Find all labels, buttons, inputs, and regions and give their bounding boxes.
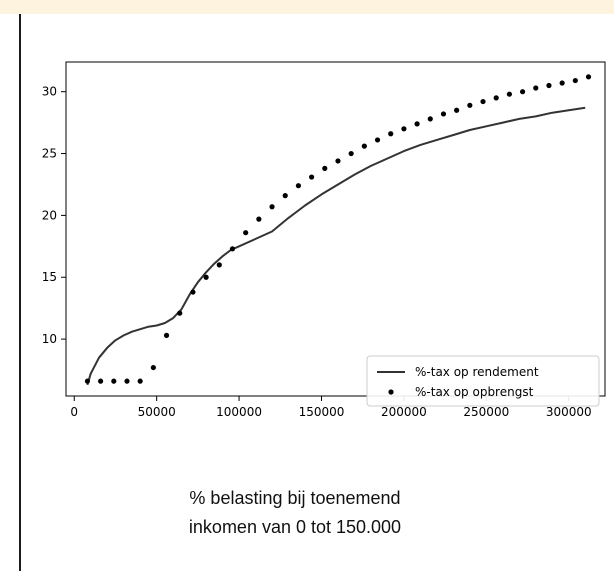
y-tick-label: 20 xyxy=(42,208,57,222)
y-tick-label: 25 xyxy=(42,147,57,161)
data-point-opbrengst xyxy=(361,143,367,149)
data-point-opbrengst xyxy=(256,216,262,222)
data-point-opbrengst xyxy=(229,246,236,252)
x-tick-label: 150000 xyxy=(299,405,345,419)
y-tick-label: 10 xyxy=(42,332,57,346)
caption-line-1: % belasting bij toenemend xyxy=(189,488,401,508)
x-tick-label: 0 xyxy=(70,405,78,419)
data-point-opbrengst xyxy=(533,85,539,91)
data-point-opbrengst xyxy=(295,183,302,189)
legend-marker-swatch xyxy=(388,389,394,395)
legend-label: %-tax op opbrengst xyxy=(415,385,534,399)
data-point-opbrengst xyxy=(388,131,394,137)
data-point-opbrengst xyxy=(269,204,275,210)
data-point-opbrengst xyxy=(308,174,315,180)
data-point-opbrengst xyxy=(546,82,552,89)
data-point-opbrengst xyxy=(467,102,473,108)
caption-line-2: inkomen van 0 tot 150.000 xyxy=(188,517,402,537)
data-point-opbrengst xyxy=(203,274,209,280)
data-point-opbrengst xyxy=(111,378,117,384)
data-point-opbrengst xyxy=(150,364,156,371)
data-point-opbrengst xyxy=(427,116,433,122)
data-point-opbrengst xyxy=(322,165,328,171)
top-band xyxy=(0,0,614,14)
data-point-opbrengst xyxy=(348,150,354,157)
data-point-opbrengst xyxy=(137,378,143,384)
data-point-opbrengst xyxy=(506,91,512,97)
data-point-opbrengst xyxy=(335,158,341,164)
data-point-opbrengst xyxy=(493,95,499,101)
data-point-opbrengst xyxy=(559,80,565,86)
data-point-opbrengst xyxy=(190,289,196,295)
y-tick-label: 30 xyxy=(42,85,57,99)
plot-frame xyxy=(65,61,606,397)
data-point-opbrengst xyxy=(243,230,249,236)
x-tick-label: 100000 xyxy=(216,405,262,419)
x-tick-label: 200000 xyxy=(381,405,427,419)
data-point-opbrengst xyxy=(480,98,486,105)
x-tick-label: 250000 xyxy=(463,405,509,419)
x-tick-label: 300000 xyxy=(546,405,592,419)
x-tick-label: 50000 xyxy=(138,405,176,419)
data-point-opbrengst xyxy=(585,74,592,80)
data-point-opbrengst xyxy=(440,111,447,117)
data-point-opbrengst xyxy=(98,378,104,384)
data-point-opbrengst xyxy=(374,137,381,143)
data-point-opbrengst xyxy=(414,121,420,127)
series-line-rendement xyxy=(86,106,586,386)
tax-percentage-chart: 0 50000 100000 150000 200000 250000 300000 10 15… xyxy=(42,61,606,419)
left-border-rule xyxy=(19,14,21,571)
data-point-opbrengst xyxy=(454,107,460,113)
data-point-opbrengst xyxy=(282,193,288,199)
data-point-opbrengst xyxy=(401,126,407,132)
data-point-opbrengst xyxy=(177,310,183,316)
data-point-opbrengst xyxy=(519,89,526,95)
data-point-opbrengst xyxy=(163,332,170,338)
data-point-opbrengst xyxy=(216,262,222,268)
data-point-opbrengst xyxy=(84,378,91,384)
legend-label: %-tax op rendement xyxy=(415,365,539,379)
data-point-opbrengst xyxy=(572,77,578,84)
y-tick-label: 15 xyxy=(42,270,57,284)
legend-box xyxy=(366,355,600,407)
chart-caption: % belasting bij toenemend inkomen van 0 … xyxy=(130,484,460,542)
data-point-opbrengst xyxy=(124,378,130,384)
